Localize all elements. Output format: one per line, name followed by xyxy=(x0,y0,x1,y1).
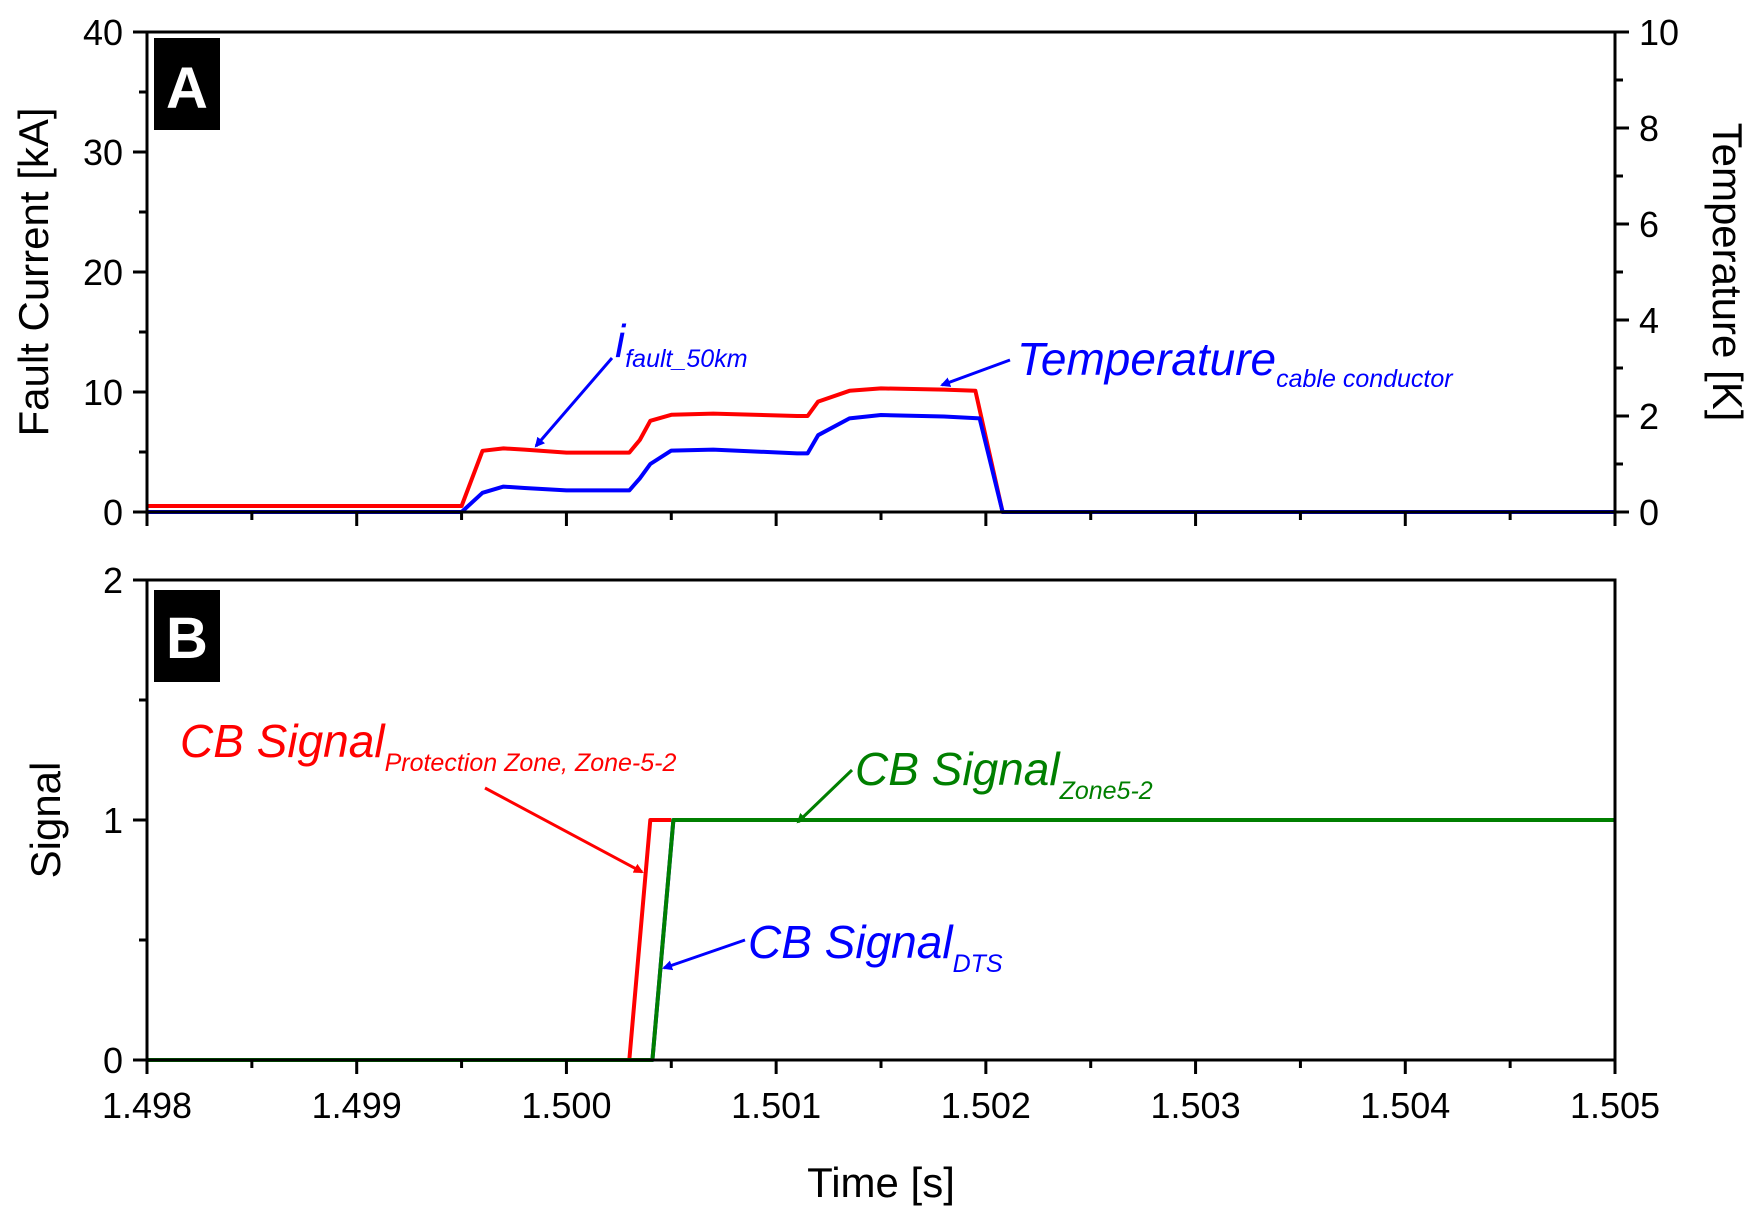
panel-b-left-y-tick-label: 0 xyxy=(103,1040,123,1081)
annotation-i-fault: ifault_50km xyxy=(534,315,748,448)
panel-b-left-y-tick-label: 1 xyxy=(103,800,123,841)
panel-a-series-group xyxy=(147,386,1615,514)
svg-text:CB SignalDTS: CB SignalDTS xyxy=(748,916,1003,978)
annotation-temperature: Temperaturecable conductor xyxy=(940,333,1454,393)
x-tick-label: 1.502 xyxy=(941,1085,1031,1126)
annotation-cb-signal-protection-sub: Protection Zone, Zone-5-2 xyxy=(385,749,677,777)
panel-a-series-line-1 xyxy=(147,413,1615,514)
panel-a-tag-text: A xyxy=(166,56,208,121)
annotation-i-fault-main: i xyxy=(615,315,627,367)
annotation-temperature-main: Temperature xyxy=(1017,333,1276,385)
panel-a-right-y-tick-label: 0 xyxy=(1639,492,1659,533)
panel-a-y2-ticks: 0 2 4 6 8 10 xyxy=(1615,12,1679,533)
panel-b-left-y-tick-label: 2 xyxy=(103,560,123,601)
panel-a-right-y-tick-label: 4 xyxy=(1639,300,1659,341)
x-tick-label: 1.503 xyxy=(1151,1085,1241,1126)
panel-a-left-y-tick-label: 10 xyxy=(83,372,123,413)
panel-a-left-y-tick-label: 30 xyxy=(83,132,123,173)
panel-b-tag-text: B xyxy=(166,606,208,671)
annotation-temperature-sub: cable conductor xyxy=(1276,365,1454,393)
panel-a-y-axis-title: Fault Current [kA] xyxy=(10,107,57,436)
panel-a-right-y-tick-label: 6 xyxy=(1639,204,1659,245)
panel-b-y-axis-title: Signal xyxy=(22,762,69,879)
annotation-cb-signal-zone-main: CB Signal xyxy=(855,743,1061,795)
panel-a-x-ticks xyxy=(145,512,1617,526)
annotation-cb-signal-dts-sub: DTS xyxy=(953,950,1003,978)
annotation-cb-signal-zone: CB SignalZone5-2 xyxy=(796,743,1153,824)
svg-text:CB SignalProtection Zone, Zone: CB SignalProtection Zone, Zone-5-2 xyxy=(180,715,676,777)
panel-b-series-line-0 xyxy=(147,818,672,1062)
panel-a-right-y-tick-label: 10 xyxy=(1639,12,1679,53)
x-tick-label: 1.501 xyxy=(731,1085,821,1126)
panel-b-tag: B xyxy=(154,590,220,682)
annotation-cb-signal-dts: CB SignalDTS xyxy=(662,916,1003,978)
x-tick-label: 1.500 xyxy=(521,1085,611,1126)
x-tick-label: 1.499 xyxy=(312,1085,402,1126)
panel-b-x-ticks: 1.498 1.499 1.500 1.501 1.502 1.503 1.504 1.505 xyxy=(102,1060,1660,1126)
panel-a-tag: A xyxy=(154,38,220,130)
panel-a-right-y-tick-label: 8 xyxy=(1639,108,1659,149)
x-tick-label: 1.505 xyxy=(1570,1085,1660,1126)
svg-text:ifault_50km: ifault_50km xyxy=(615,315,748,373)
annotation-cb-signal-dts-main: CB Signal xyxy=(748,916,954,968)
panel-a: 0 10 20 30 40 0 2 4 6 8 10 Fault Current [kA] Tem… xyxy=(10,12,1751,533)
panel-b: 1.498 1.499 1.500 1.501 1.502 1.503 1.504 1.505… xyxy=(22,560,1660,1206)
annotation-cb-signal-protection: CB SignalProtection Zone, Zone-5-2 xyxy=(180,715,676,874)
panel-a-right-y-tick-label: 2 xyxy=(1639,396,1659,437)
x-tick-label: 1.504 xyxy=(1360,1085,1450,1126)
annotation-cb-signal-zone-sub: Zone5-2 xyxy=(1059,777,1153,805)
x-tick-label: 1.498 xyxy=(102,1085,192,1126)
panel-b-y-ticks: 0 1 2 xyxy=(103,560,147,1081)
panel-a-y2-axis-title: Temperature [K] xyxy=(1704,123,1751,422)
annotation-cb-signal-protection-main: CB Signal xyxy=(180,715,386,767)
panel-a-left-y-tick-label: 40 xyxy=(83,12,123,53)
x-axis-title: Time [s] xyxy=(807,1159,955,1206)
svg-text:Temperaturecable conductor: Temperaturecable conductor xyxy=(1017,333,1454,393)
panel-a-y-ticks: 0 10 20 30 40 xyxy=(83,12,147,533)
panel-a-series-line-0 xyxy=(147,386,1615,514)
panel-a-plot-frame xyxy=(145,30,1617,514)
panel-a-left-y-tick-label: 20 xyxy=(83,252,123,293)
annotation-i-fault-sub: fault_50km xyxy=(625,345,747,373)
svg-text:CB SignalZone5-2: CB SignalZone5-2 xyxy=(855,743,1153,805)
panel-a-left-y-tick-label: 0 xyxy=(103,492,123,533)
